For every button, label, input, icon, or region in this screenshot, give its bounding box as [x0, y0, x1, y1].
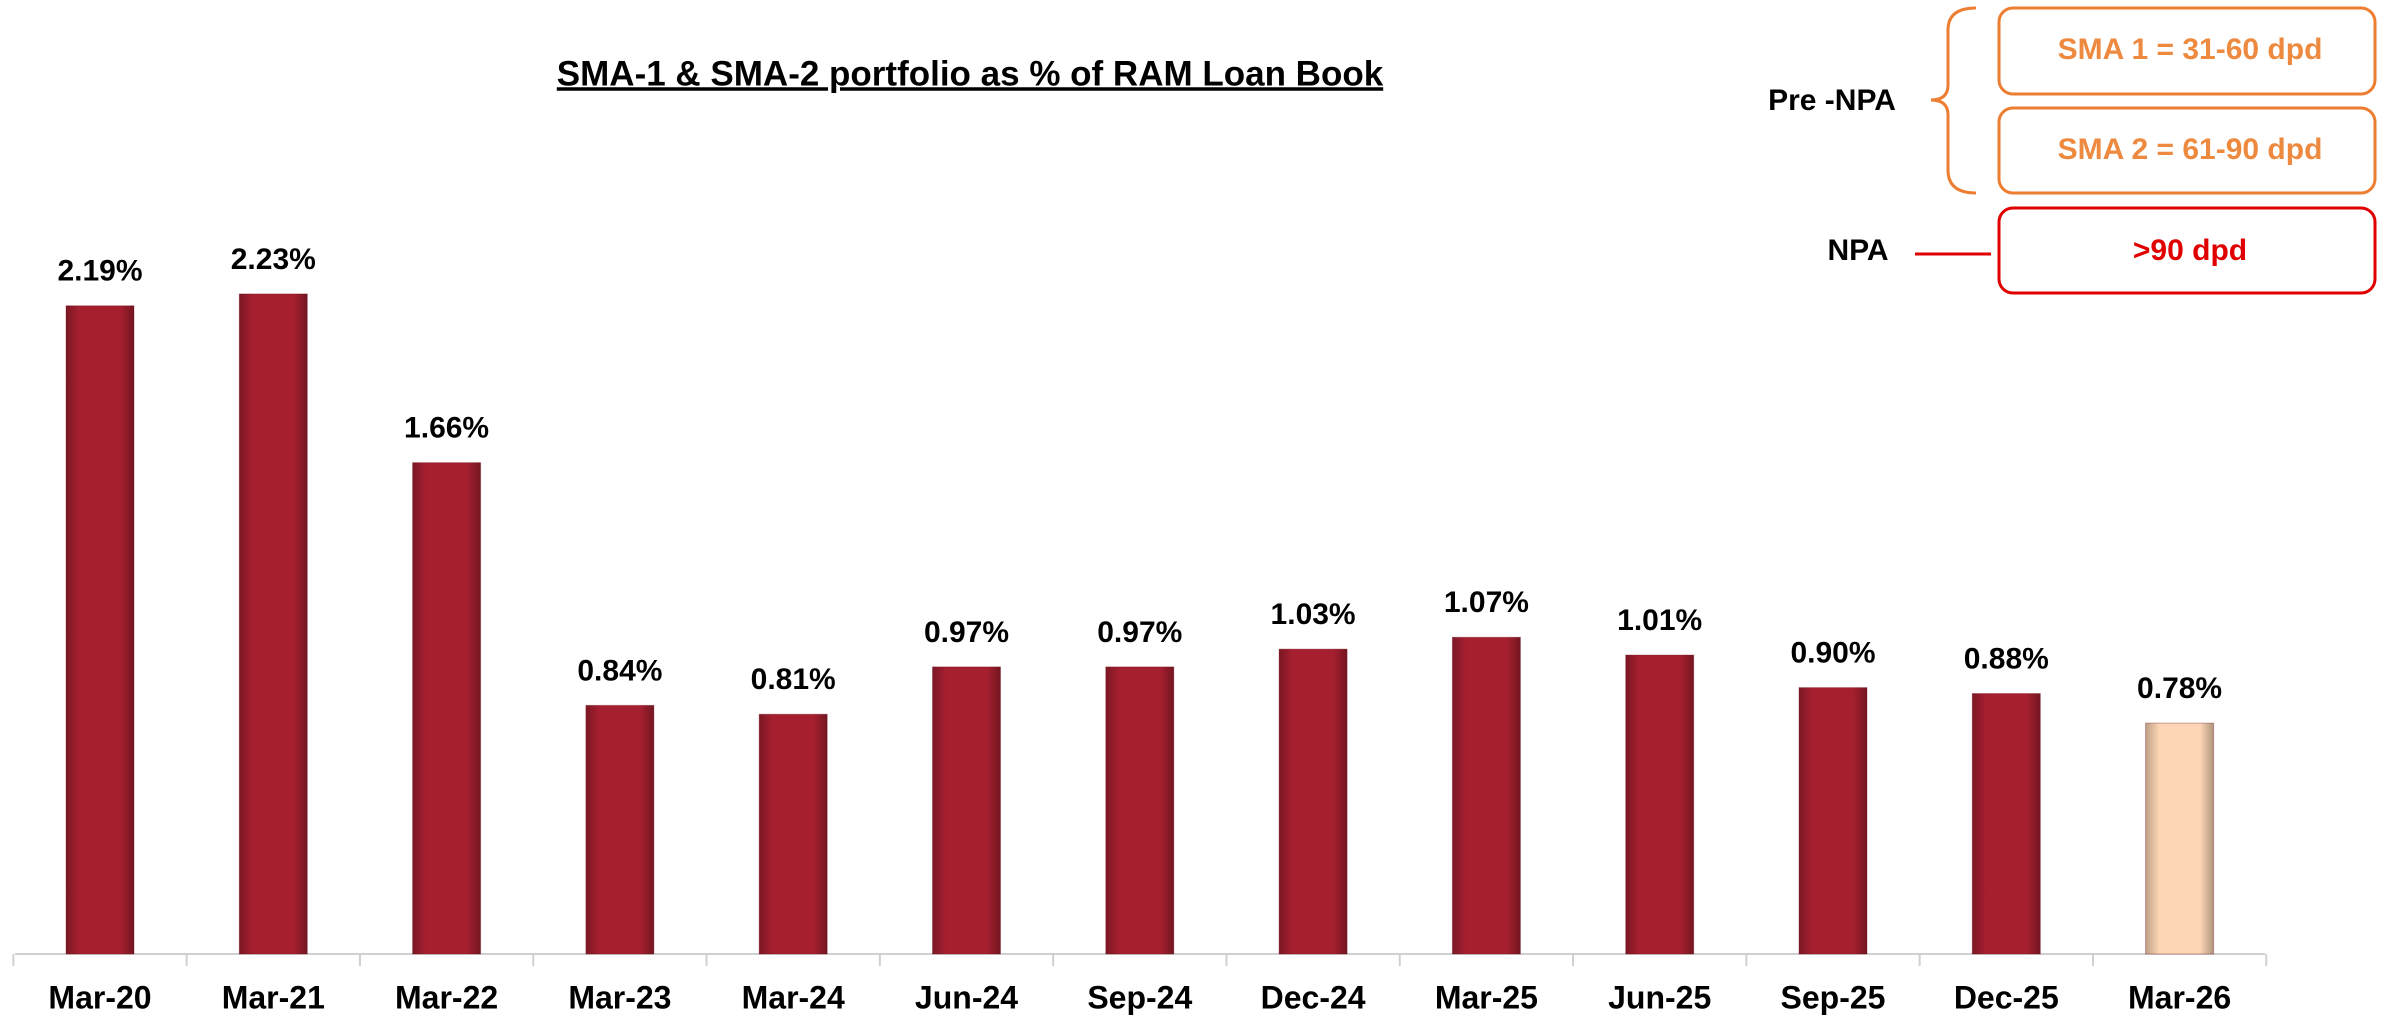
legend-text: SMA 2 = 61-90 dpd — [2058, 133, 2323, 166]
bar — [1105, 666, 1175, 955]
legend-box — [1997, 206, 2377, 295]
bar — [1798, 687, 1868, 955]
x-tick-label: Mar-25 — [1435, 979, 1538, 1015]
legend-box — [1997, 6, 2377, 96]
value-label: 0.78% — [2137, 672, 2222, 705]
x-tick-label: Mar-21 — [222, 979, 325, 1015]
legend-text: >90 dpd — [2133, 234, 2247, 267]
x-tick-label: Jun-24 — [915, 979, 1018, 1015]
x-tick-label: Mar-22 — [395, 979, 498, 1015]
x-tick-label: Mar-20 — [48, 979, 151, 1015]
bar — [65, 305, 135, 955]
value-label: 1.03% — [1271, 598, 1356, 631]
bar — [1451, 636, 1521, 955]
bar — [412, 462, 482, 955]
bar — [585, 704, 655, 955]
x-tick-label: Sep-24 — [1087, 979, 1192, 1015]
legend-text: SMA 1 = 31-60 dpd — [2058, 33, 2323, 66]
value-label: 0.90% — [1790, 637, 1875, 670]
bar — [1971, 693, 2041, 955]
x-tick-label: Dec-24 — [1261, 979, 1366, 1015]
x-tick-label: Mar-23 — [568, 979, 671, 1015]
chart-title: SMA-1 & SMA-2 portfolio as % of RAM Loan… — [557, 54, 1384, 93]
value-label: 2.23% — [231, 243, 316, 276]
value-label: 0.81% — [751, 663, 836, 696]
x-tick-label: Dec-25 — [1954, 979, 2059, 1015]
legend-label: Pre -NPA — [1768, 84, 1896, 117]
bar — [1625, 654, 1695, 955]
x-tick-label: Sep-25 — [1781, 979, 1886, 1015]
value-label: 1.01% — [1617, 604, 1702, 637]
x-tick-label: Mar-26 — [2128, 979, 2231, 1015]
value-label: 1.66% — [404, 412, 489, 445]
bar — [758, 713, 828, 955]
bar — [238, 293, 308, 955]
value-label: 0.84% — [577, 654, 662, 687]
bar — [2145, 722, 2215, 955]
bar — [1278, 648, 1348, 955]
value-label: 0.88% — [1964, 642, 2049, 675]
bar — [932, 666, 1001, 955]
value-label: 1.07% — [1444, 586, 1529, 619]
x-tick-label: Mar-24 — [742, 979, 845, 1015]
value-label: 0.97% — [924, 616, 1009, 649]
x-tick-label: Jun-25 — [1608, 979, 1711, 1015]
legend-label: NPA — [1827, 234, 1888, 267]
value-label: 0.97% — [1097, 616, 1182, 649]
brace — [1930, 6, 1977, 195]
legend-box — [1997, 106, 2377, 195]
value-label: 2.19% — [57, 255, 142, 288]
